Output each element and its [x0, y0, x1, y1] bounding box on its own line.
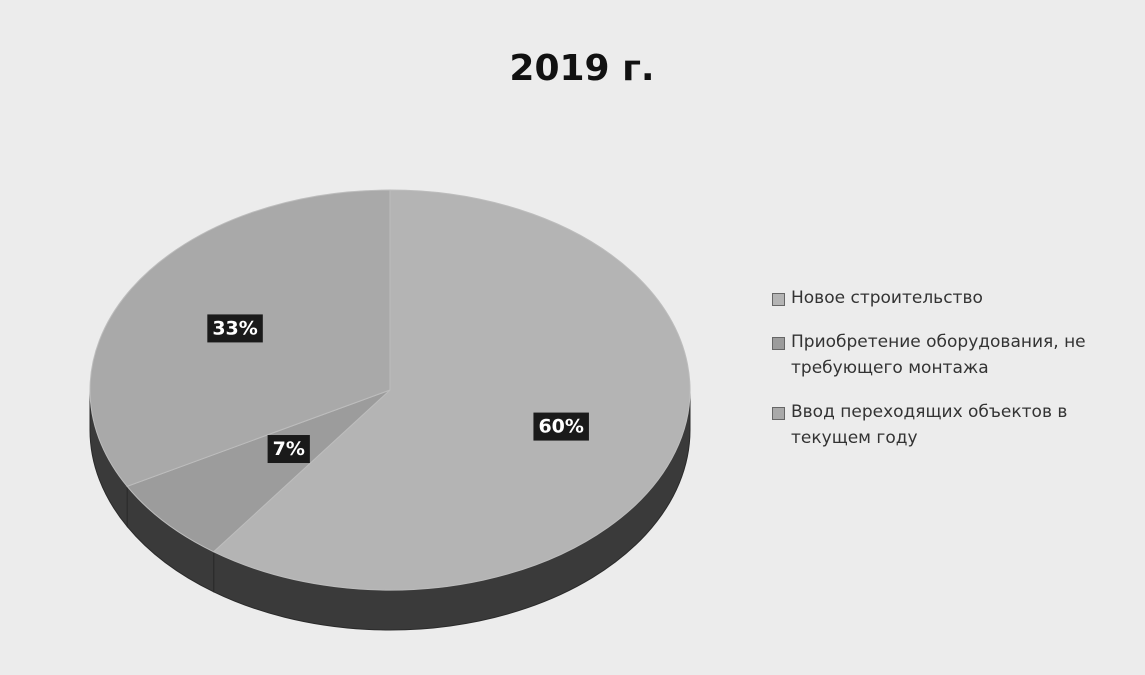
label-box [267, 435, 310, 464]
legend-item: Ввод переходящих объектов в текущем году [772, 399, 1112, 451]
slice [212, 189, 691, 591]
chart-title: 2019 г. [509, 48, 654, 89]
legend-item: Приобретение оборудования, не требующего… [772, 329, 1112, 381]
legend-swatch [772, 407, 785, 420]
legend-label: Новое строительство [791, 288, 983, 308]
label-box [533, 412, 589, 441]
legend-label: Ввод переходящих объектов в текущем году [791, 402, 1068, 448]
legend: Новое строительство Приобретение оборудов… [772, 285, 1112, 469]
legend-label: Приобретение оборудования, не требующего… [791, 332, 1086, 378]
data-label: 7% [273, 438, 305, 460]
data-label: 33% [212, 317, 257, 339]
legend-item: Новое строительство [772, 285, 1112, 311]
data-label: 60% [538, 416, 583, 438]
legend-swatch [772, 337, 785, 350]
label-box [207, 314, 263, 343]
slice [126, 389, 391, 553]
legend-swatch [772, 293, 785, 306]
